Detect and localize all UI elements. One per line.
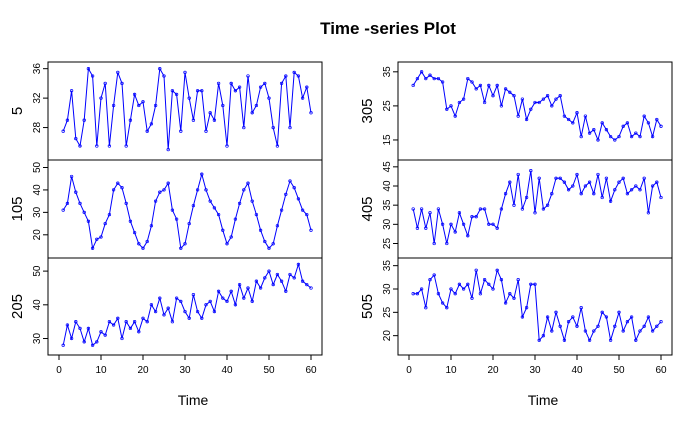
y-tick-label: 30	[382, 218, 393, 230]
x-tick-label: 10	[95, 365, 107, 376]
x-axis-label-left: Time	[178, 392, 209, 408]
y-tick-label: 28	[32, 122, 43, 134]
y-axis-label: 405	[359, 196, 376, 221]
x-tick-label: 10	[445, 365, 457, 376]
y-tick-label: 35	[382, 66, 393, 78]
plot-area: 2832365203040501053040502050 10 20 30 40 50 60…	[9, 62, 672, 376]
y-tick-label: 35	[382, 260, 393, 272]
x-tick-label: 50	[613, 365, 625, 376]
x-tick-label: 60	[305, 365, 317, 376]
x-tick-label: 50	[263, 365, 275, 376]
series-line	[413, 72, 661, 140]
y-tick-label: 25	[382, 238, 393, 250]
panel-frame	[398, 258, 672, 355]
y-tick-label: 35	[382, 199, 393, 211]
y-axis-label: 505	[359, 294, 376, 319]
x-tick-label: 0	[56, 365, 62, 376]
panel-305: 15 25 35 305	[359, 62, 672, 160]
x-tick-label: 40	[221, 365, 233, 376]
panel-frame	[398, 62, 672, 160]
x-tick-label: 60	[655, 365, 667, 376]
y-tick-label: 20	[382, 330, 393, 342]
y-tick-label: 30	[382, 283, 393, 295]
y-tick-label: 50	[32, 265, 43, 277]
x-tick-label: 30	[529, 365, 541, 376]
y-tick-label: 25	[382, 306, 393, 318]
panel-205: 30 40 50 205 0 10 20 30 40 50 60	[9, 258, 322, 376]
y-tick-label: 30	[32, 333, 43, 345]
series-line	[413, 171, 661, 244]
y-tick-label: 30	[32, 206, 43, 218]
x-tick-label: 20	[487, 365, 499, 376]
series-line	[63, 69, 311, 150]
y-tick-label: 50	[32, 161, 43, 173]
panel-405: 25 30 35 40 45 405	[359, 160, 672, 258]
panel-505: 20 25 30 35 505 0 10 20 30 40 50 60	[359, 258, 672, 376]
panel-frame	[48, 258, 322, 355]
y-tick-label: 40	[32, 184, 43, 196]
y-tick-label: 15	[382, 134, 393, 146]
y-tick-label: 25	[382, 100, 393, 112]
y-axis-label: 305	[359, 98, 376, 123]
y-tick-label: 32	[32, 92, 43, 104]
x-tick-label: 20	[137, 365, 149, 376]
y-tick-label: 40	[32, 299, 43, 311]
y-tick-label: 36	[32, 63, 43, 75]
x-tick-label: 0	[406, 365, 412, 376]
y-tick-label: 40	[382, 180, 393, 192]
y-axis-label: 5	[9, 107, 26, 115]
y-tick-label: 20	[32, 229, 43, 241]
y-tick-label: 45	[382, 161, 393, 173]
panel-105: 20 30 40 50 105	[9, 160, 322, 258]
y-axis-label: 105	[9, 196, 26, 221]
x-axis-label-right: Time	[528, 392, 559, 408]
x-tick-label: 30	[179, 365, 191, 376]
panel-5: 28 32 36 5	[9, 62, 322, 160]
chart-title: Time -series Plot	[320, 19, 456, 38]
series-line	[63, 174, 311, 248]
y-axis-label: 205	[9, 294, 26, 319]
x-tick-label: 40	[571, 365, 583, 376]
